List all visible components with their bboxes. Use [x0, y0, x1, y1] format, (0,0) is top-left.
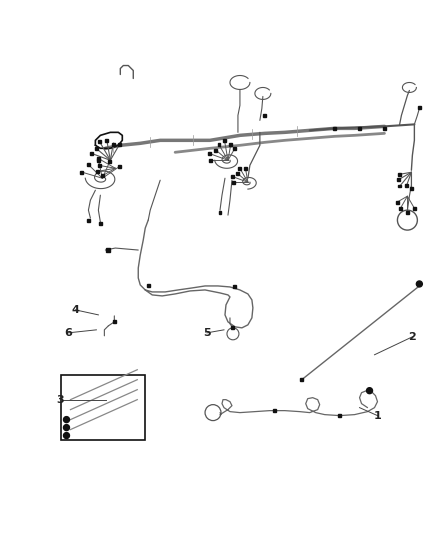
Bar: [397, 178, 400, 181]
Bar: [358, 127, 361, 130]
Bar: [398, 173, 401, 176]
Circle shape: [64, 425, 70, 431]
Bar: [338, 414, 341, 417]
Bar: [97, 159, 100, 162]
Bar: [410, 187, 413, 190]
Text: 6: 6: [64, 328, 72, 338]
Bar: [87, 163, 90, 166]
Bar: [396, 200, 399, 204]
Bar: [95, 147, 98, 150]
Bar: [406, 211, 409, 214]
Bar: [118, 143, 121, 146]
Bar: [418, 106, 421, 109]
Bar: [90, 152, 93, 155]
Bar: [98, 164, 101, 167]
Bar: [398, 184, 401, 188]
Text: 3: 3: [57, 394, 64, 405]
Bar: [273, 409, 276, 412]
Text: 2: 2: [409, 332, 416, 342]
Bar: [96, 170, 99, 173]
Bar: [99, 222, 102, 224]
Circle shape: [417, 281, 422, 287]
Bar: [399, 207, 402, 210]
Bar: [106, 139, 108, 142]
Bar: [383, 127, 386, 130]
Bar: [231, 175, 234, 178]
Text: 4: 4: [71, 305, 79, 315]
Bar: [219, 211, 222, 214]
Bar: [106, 248, 110, 252]
Bar: [118, 165, 120, 168]
Circle shape: [64, 417, 70, 423]
Bar: [113, 320, 116, 324]
Bar: [98, 140, 101, 143]
Bar: [208, 159, 212, 162]
Bar: [87, 219, 90, 222]
Bar: [112, 143, 115, 146]
Bar: [244, 167, 247, 170]
Bar: [233, 286, 237, 288]
Bar: [108, 160, 111, 163]
Bar: [263, 114, 266, 117]
Bar: [233, 181, 236, 184]
Bar: [233, 147, 237, 150]
Bar: [101, 174, 104, 177]
Circle shape: [64, 433, 70, 439]
Bar: [333, 127, 336, 130]
Bar: [238, 167, 241, 170]
Circle shape: [367, 387, 372, 394]
Bar: [413, 207, 416, 210]
Bar: [218, 143, 220, 146]
Bar: [214, 149, 217, 151]
Bar: [80, 171, 83, 174]
Text: 5: 5: [203, 328, 211, 338]
Bar: [231, 326, 234, 329]
Bar: [405, 184, 408, 187]
Text: 1: 1: [374, 410, 381, 421]
Bar: [60, 375, 145, 440]
Bar: [229, 143, 232, 146]
Bar: [147, 285, 150, 287]
Bar: [300, 378, 303, 381]
Bar: [96, 157, 99, 160]
Bar: [208, 152, 211, 155]
Bar: [223, 139, 226, 142]
Bar: [236, 172, 239, 175]
